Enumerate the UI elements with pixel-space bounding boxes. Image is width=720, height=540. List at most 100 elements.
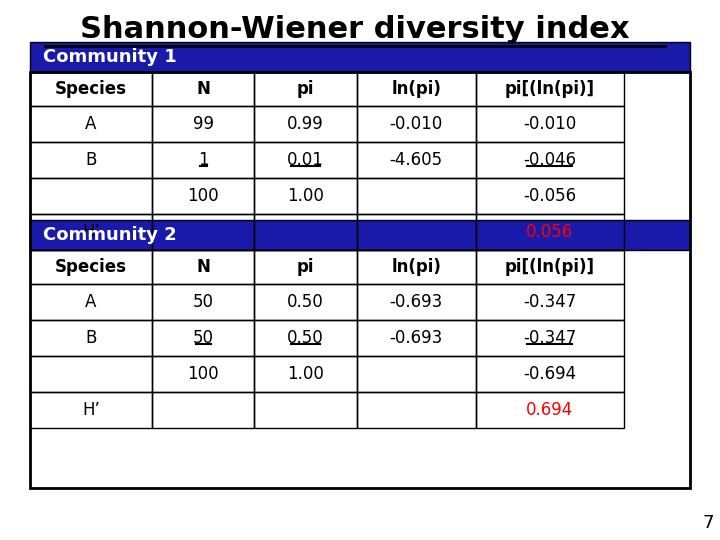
Bar [254, 284, 356, 320]
Bar [356, 320, 475, 356]
Bar [254, 284, 356, 320]
Bar [254, 392, 356, 428]
Bar [30, 214, 152, 250]
Text: A: A [86, 115, 96, 133]
Bar [356, 178, 475, 214]
Bar [30, 142, 152, 178]
Bar [475, 392, 624, 428]
Text: 7: 7 [703, 514, 714, 532]
Bar [254, 214, 356, 250]
Text: -0.046: -0.046 [523, 151, 576, 169]
Bar [30, 220, 690, 250]
Bar [254, 178, 356, 214]
Bar [152, 392, 254, 428]
Text: 99: 99 [193, 115, 214, 133]
Bar [475, 284, 624, 320]
Bar [30, 106, 152, 142]
Bar [30, 72, 152, 106]
Bar [30, 392, 152, 428]
Bar [30, 356, 152, 392]
Bar [30, 42, 690, 72]
Bar [254, 106, 356, 142]
Bar [475, 214, 624, 250]
Bar [475, 320, 624, 356]
Text: N: N [197, 80, 210, 98]
Bar [152, 356, 254, 392]
Bar [30, 214, 152, 250]
Bar [254, 142, 356, 178]
Text: 100: 100 [187, 365, 219, 383]
Bar [152, 250, 254, 284]
Text: -0.347: -0.347 [523, 293, 577, 311]
Bar [30, 284, 152, 320]
Bar [254, 320, 356, 356]
Text: 50: 50 [193, 293, 214, 311]
Bar [30, 284, 152, 320]
Bar [254, 356, 356, 392]
Bar [152, 284, 254, 320]
Bar [254, 72, 356, 106]
Bar [254, 106, 356, 142]
Bar [254, 142, 356, 178]
Text: H’: H’ [82, 401, 100, 419]
Text: Species: Species [55, 258, 127, 276]
Bar [356, 72, 475, 106]
Text: -0.010: -0.010 [390, 115, 443, 133]
Text: Community 2: Community 2 [43, 226, 177, 244]
Bar [254, 214, 356, 250]
Text: pi[(ln(pi)]: pi[(ln(pi)] [505, 80, 595, 98]
Bar [356, 284, 475, 320]
Text: 1: 1 [198, 151, 209, 169]
Bar [475, 178, 624, 214]
Bar [356, 356, 475, 392]
Bar [30, 72, 690, 488]
Bar [356, 142, 475, 178]
Bar [475, 142, 624, 178]
Text: ln(pi): ln(pi) [391, 258, 441, 276]
Bar [254, 72, 356, 106]
Bar [254, 250, 356, 284]
Bar [475, 214, 624, 250]
Text: N: N [197, 258, 210, 276]
Bar [254, 320, 356, 356]
Bar [475, 392, 624, 428]
Bar [30, 178, 152, 214]
Text: Community 1: Community 1 [43, 48, 177, 66]
Bar [356, 72, 475, 106]
Bar [356, 392, 475, 428]
Bar [356, 392, 475, 428]
Bar [30, 42, 690, 72]
Bar [30, 392, 152, 428]
Text: -0.010: -0.010 [523, 115, 577, 133]
Bar [475, 106, 624, 142]
Text: -0.693: -0.693 [390, 329, 443, 347]
Bar [152, 250, 254, 284]
Bar [152, 72, 254, 106]
Bar [152, 72, 254, 106]
Text: B: B [86, 329, 96, 347]
Text: -0.693: -0.693 [390, 293, 443, 311]
Bar [30, 356, 152, 392]
Bar [356, 106, 475, 142]
Bar [152, 142, 254, 178]
Bar [475, 250, 624, 284]
Bar [475, 142, 624, 178]
Text: 100: 100 [187, 187, 219, 205]
Bar [152, 106, 254, 142]
Bar [30, 320, 152, 356]
Bar [254, 356, 356, 392]
Text: A: A [86, 293, 96, 311]
Bar [152, 142, 254, 178]
Bar [475, 356, 624, 392]
Bar [152, 214, 254, 250]
Text: ln(pi): ln(pi) [391, 80, 441, 98]
Bar [30, 250, 152, 284]
Bar [356, 106, 475, 142]
Bar [30, 142, 152, 178]
Bar [30, 220, 690, 250]
Text: H’: H’ [82, 223, 100, 241]
Bar [475, 320, 624, 356]
Text: 1.00: 1.00 [287, 187, 324, 205]
Bar [356, 320, 475, 356]
Bar [152, 356, 254, 392]
